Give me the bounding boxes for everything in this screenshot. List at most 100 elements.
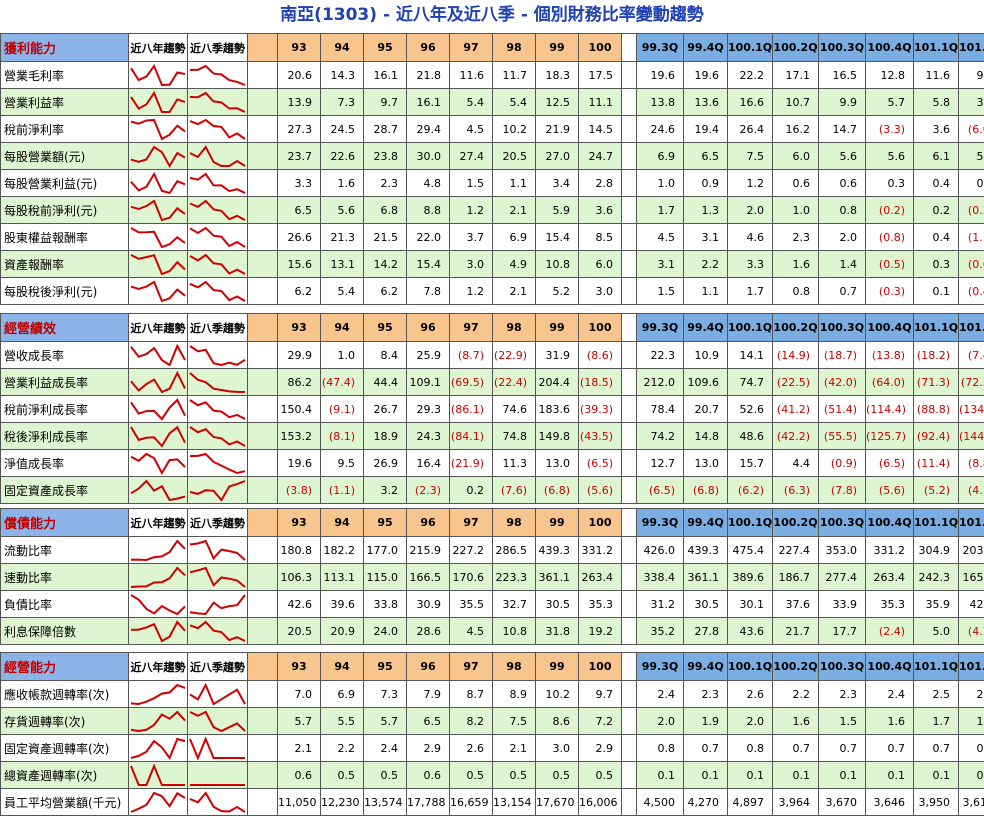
year-header-spacer [247,508,278,537]
column-gap [621,223,637,251]
quarter-value: 16.2 [772,115,819,143]
year-header: 98 [492,313,536,342]
year-sparkline [128,707,188,735]
sparkline-path [130,566,186,588]
year-value: 30.5 [535,590,579,618]
year-value: 2.4 [363,734,407,762]
year-sparkline [128,277,188,305]
quarter-value: 0.8 [727,734,773,762]
sparkline-path [189,735,245,761]
quarter-value: 74.2 [636,422,684,450]
quarter-value: 6.1 [913,142,959,170]
quarter-value: 3,670 [818,788,866,816]
year-sparkline [128,422,188,450]
year-value: 21.5 [363,223,407,251]
quarter-value: 15.7 [727,449,773,477]
quarter-value: 2.0 [818,223,866,251]
quarter-value: 21.7 [772,617,819,645]
quarter-value: 0.6 [772,169,819,197]
quarter-value: (3.3) [865,115,914,143]
quarter-header: 99.4Q [683,508,728,537]
year-value: 8.8 [406,196,450,224]
quarter-value: (41.2) [772,395,819,423]
year-value: 150.4 [277,395,321,423]
year-value: 8.2 [449,707,493,735]
year-value: 5.4 [449,88,493,116]
row-label: 速動比率 [0,563,129,591]
year-value: 286.5 [492,536,536,564]
year-value: 361.1 [535,563,579,591]
year-value: 7.5 [492,707,536,735]
section-header-row: 經營績效 近八年趨勢 近八季趨勢 93 94 95 96 97 98 99 100 99.3Q 99.4… [0,313,984,342]
quarter-value: 5.7 [865,88,914,116]
sparkline-path [190,64,246,86]
year-value: 18.3 [535,61,579,89]
quarter-header: 99.4Q [683,652,728,681]
year-value: (5.6) [578,476,622,504]
year-value: 1.2 [449,196,493,224]
year-value: 16,006 [578,788,622,816]
sparkline-path [189,479,246,502]
year-value: 12,230 [320,788,364,816]
quarter-sparkline [187,196,248,224]
year-value: 14.2 [363,250,407,278]
year-header: 96 [406,313,450,342]
year-value: 0.5 [492,761,536,789]
year-sparkline [128,761,188,789]
quarter-value: (88.8) [913,395,959,423]
quarter-value: 13.8 [636,88,684,116]
year-header: 93 [277,508,321,537]
year-value: 7.0 [277,680,321,708]
quarter-value: 78.4 [636,395,684,423]
year-header: 100 [578,652,622,681]
year-value: 0.5 [320,761,364,789]
year-sparkline [128,169,188,197]
year-value: 27.3 [277,115,321,143]
quarter-header: 100.1Q [727,313,773,342]
sparkline-path [130,118,186,140]
quarter-value: 203.7 [958,536,984,564]
sparkline-path [189,91,246,113]
quarter-header: 100.4Q [865,33,914,62]
sparkline-path [130,762,185,786]
year-value: 29.9 [277,341,321,369]
year-header: 99 [535,313,579,342]
sparkline-path [189,593,246,615]
year-value: 439.3 [535,536,579,564]
row-spacer [247,422,278,450]
quarter-header: 100.2Q [772,33,819,62]
year-value: 35.5 [449,590,493,618]
sparkline-path [189,539,246,561]
quarter-value: 186.7 [772,563,819,591]
year-value: 5.2 [535,277,579,305]
year-value: 0.2 [449,476,493,504]
sparkline-path [189,620,246,642]
year-value: 0.5 [449,761,493,789]
year-value: 74.8 [492,422,536,450]
column-gap [621,33,637,62]
quarter-value: 0.1 [818,761,866,789]
quarter-value: 0.8 [772,277,819,305]
quarter-value: 0.7 [818,277,866,305]
year-value: 20.9 [320,617,364,645]
quarter-value: 3.1 [683,223,728,251]
year-value: (69.5) [449,368,493,396]
year-sparkline [128,449,188,477]
year-sparkline [128,223,188,251]
year-value: 25.9 [406,341,450,369]
quarter-value: 19.4 [683,115,728,143]
quarter-value: 439.3 [683,536,728,564]
year-value: 183.6 [535,395,579,423]
year-value: 24.7 [578,142,622,170]
year-value: 31.8 [535,617,579,645]
year-value: 5.4 [492,88,536,116]
table-row: 每股稅後淨利(元) 6.2 5.4 6.2 7.8 1.2 2.1 5.2 3.0 1.5 1.1 1… [0,277,984,305]
quarter-value: 22.3 [636,341,684,369]
year-value: 6.9 [492,223,536,251]
year-value: 4.8 [406,169,450,197]
year-value: 2.9 [578,734,622,762]
row-spacer [247,734,278,762]
year-value: 11,050 [277,788,321,816]
row-label: 存貨週轉率(次) [0,707,129,735]
table-row: 營業利益率 13.9 7.3 9.7 16.1 5.4 5.4 12.5 11.1 13.8 13.… [0,88,984,116]
